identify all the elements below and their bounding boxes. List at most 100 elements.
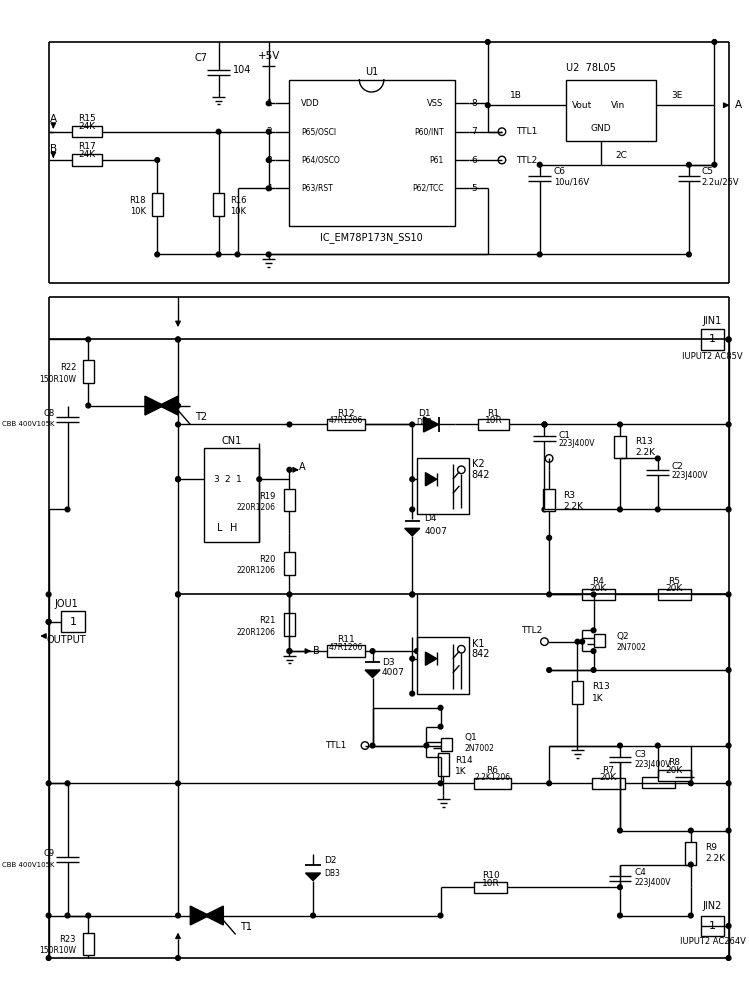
Text: 5: 5	[472, 184, 477, 193]
Circle shape	[727, 507, 731, 512]
Circle shape	[727, 828, 731, 833]
Circle shape	[541, 638, 548, 645]
Bar	[473, 778, 512, 789]
Text: 2.2K: 2.2K	[563, 502, 583, 511]
Bar	[685, 842, 697, 865]
Bar	[473, 882, 506, 893]
Circle shape	[410, 656, 415, 661]
Circle shape	[688, 781, 693, 786]
Text: +5V: +5V	[258, 51, 280, 61]
Text: 3E: 3E	[671, 91, 682, 100]
Text: P63/RST: P63/RST	[301, 184, 333, 193]
Text: R7: R7	[601, 766, 613, 775]
Text: U1: U1	[365, 67, 378, 77]
Circle shape	[537, 162, 542, 167]
Circle shape	[287, 467, 292, 472]
Circle shape	[155, 158, 160, 162]
Bar	[284, 552, 295, 575]
Circle shape	[688, 862, 693, 867]
Text: TTL1: TTL1	[516, 127, 538, 136]
Circle shape	[176, 592, 181, 597]
Circle shape	[688, 828, 693, 833]
Text: R11: R11	[337, 635, 355, 644]
Text: 10R: 10R	[485, 416, 503, 425]
Circle shape	[86, 913, 91, 918]
Text: U2  78L05: U2 78L05	[566, 63, 616, 73]
Circle shape	[176, 422, 181, 427]
Text: CBB 400V105K: CBB 400V105K	[1, 421, 54, 427]
Bar	[437, 753, 449, 776]
Text: R23: R23	[59, 935, 76, 944]
Bar	[72, 126, 103, 137]
Polygon shape	[306, 873, 321, 881]
Text: R20: R20	[259, 555, 276, 564]
Circle shape	[712, 162, 717, 167]
Circle shape	[618, 422, 622, 427]
Circle shape	[216, 252, 221, 257]
Text: C6: C6	[554, 167, 566, 176]
Text: 2: 2	[267, 127, 273, 136]
Circle shape	[235, 252, 240, 257]
Text: C9: C9	[43, 849, 54, 858]
Text: 220R1206: 220R1206	[236, 503, 276, 512]
Text: IUPUT2 AC264V: IUPUT2 AC264V	[679, 937, 745, 946]
Bar	[571, 681, 583, 704]
Circle shape	[458, 466, 465, 474]
Circle shape	[542, 507, 547, 512]
Polygon shape	[190, 906, 209, 925]
Circle shape	[727, 337, 731, 342]
Text: 2N7002: 2N7002	[616, 643, 646, 652]
Text: H: H	[230, 523, 237, 533]
Circle shape	[410, 477, 415, 482]
Text: R9: R9	[705, 843, 717, 852]
Text: T2: T2	[195, 412, 207, 422]
Text: 1: 1	[709, 921, 716, 931]
Text: R21: R21	[259, 616, 276, 625]
Text: 6: 6	[472, 156, 477, 165]
Circle shape	[485, 40, 490, 44]
Circle shape	[618, 828, 622, 833]
Text: D2: D2	[324, 856, 337, 865]
Polygon shape	[145, 396, 164, 415]
Circle shape	[498, 128, 506, 135]
Bar	[642, 777, 675, 788]
Circle shape	[267, 101, 271, 106]
Text: P61: P61	[429, 156, 443, 165]
Text: R3: R3	[563, 491, 575, 500]
Circle shape	[176, 477, 181, 482]
Text: C5: C5	[701, 167, 713, 176]
Text: TTL2: TTL2	[521, 626, 542, 635]
Circle shape	[46, 956, 51, 960]
Text: K2: K2	[472, 459, 485, 469]
Circle shape	[176, 337, 181, 342]
Text: R16: R16	[230, 196, 246, 205]
Bar	[614, 436, 625, 458]
Circle shape	[410, 592, 415, 597]
Text: B: B	[49, 144, 57, 154]
Bar	[658, 770, 691, 781]
Circle shape	[438, 913, 443, 918]
Circle shape	[547, 668, 551, 672]
Text: 1K: 1K	[455, 767, 467, 776]
Text: 20K: 20K	[599, 773, 616, 782]
Text: 4: 4	[267, 184, 273, 193]
Text: 3: 3	[213, 475, 219, 484]
Bar	[327, 645, 365, 657]
Circle shape	[591, 628, 596, 633]
Text: C8: C8	[43, 409, 54, 418]
Polygon shape	[204, 906, 223, 925]
Circle shape	[410, 592, 415, 597]
Circle shape	[370, 649, 375, 653]
Bar	[592, 778, 625, 789]
Circle shape	[591, 592, 596, 597]
Circle shape	[591, 668, 596, 672]
Polygon shape	[423, 417, 439, 432]
Polygon shape	[404, 528, 419, 536]
Bar	[289, 80, 455, 226]
Bar	[593, 634, 605, 647]
Text: R12: R12	[337, 409, 355, 418]
Text: D4: D4	[425, 514, 437, 523]
Text: R18: R18	[130, 196, 146, 205]
Text: R8: R8	[668, 758, 680, 767]
Text: Vout: Vout	[572, 101, 592, 110]
